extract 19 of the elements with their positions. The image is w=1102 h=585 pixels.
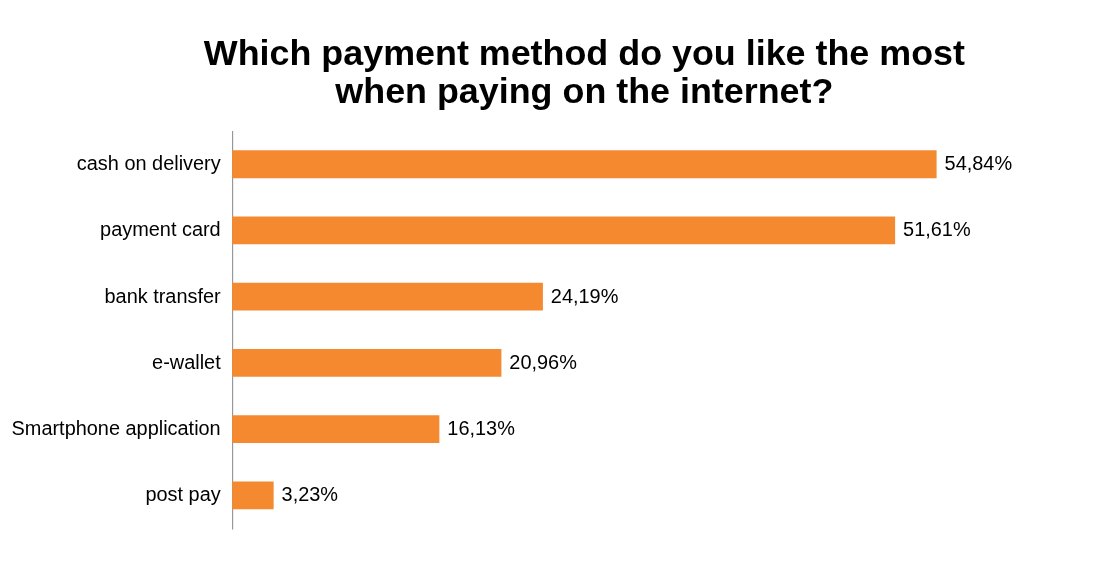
bar [232, 348, 502, 377]
data-label: 54,84% [944, 152, 1013, 175]
y-tick-label: payment card [100, 218, 221, 241]
bar [232, 216, 896, 245]
data-label: 24,19% [550, 284, 619, 307]
y-tick-label: post pay [145, 483, 221, 506]
y-tick-label: Smartphone application [11, 417, 221, 440]
data-label: 16,13% [447, 417, 515, 440]
data-label: 3,23% [281, 483, 339, 506]
data-label: 20,96% [509, 350, 577, 373]
bar [232, 415, 440, 443]
bar [232, 150, 937, 179]
bar [232, 481, 274, 510]
data-label: 51,61% [903, 218, 971, 241]
y-tick-label: bank transfer [104, 284, 222, 307]
y-tick-label: cash on delivery [76, 152, 221, 175]
bar [232, 282, 543, 311]
y-tick-label: e-wallet [152, 350, 222, 373]
text: Which payment method do you like the most [203, 32, 965, 73]
